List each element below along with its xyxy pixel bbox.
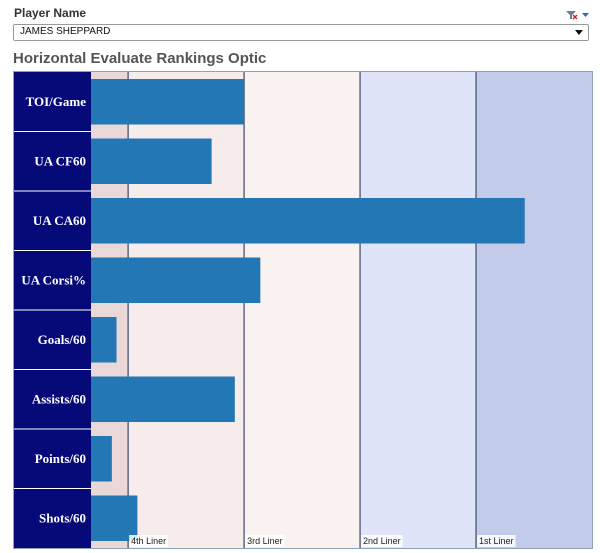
tier-label-bg	[129, 535, 169, 547]
chart-frame: TOI/Game UA CF60 UA CA60 UA Corsi% Goals/60 A…	[13, 71, 593, 549]
bar	[91, 257, 261, 303]
bar	[91, 436, 112, 482]
tier-label-bg	[477, 535, 516, 547]
filter-label: Player Name	[14, 6, 87, 20]
category-label: Goals/60	[38, 332, 86, 347]
chart-title: Horizontal Evaluate Rankings Optic	[13, 50, 267, 67]
tier-band	[476, 72, 592, 548]
category-label: UA Corsi%	[21, 272, 86, 287]
player-name-value: JAMES SHEPPARD	[20, 26, 111, 37]
category-label: Shots/60	[39, 510, 86, 525]
bar	[91, 495, 138, 541]
bar	[91, 79, 245, 125]
category-label: TOI/Game	[26, 94, 87, 109]
tier-label: 2nd Liner	[363, 536, 401, 546]
player-name-dropdown[interactable]: JAMES SHEPPARD	[13, 24, 589, 41]
bar	[91, 138, 212, 184]
tier-label: 4th Liner	[131, 536, 166, 546]
bar	[91, 317, 117, 363]
category-label: Assists/60	[32, 391, 86, 406]
chevron-down-icon[interactable]	[575, 30, 583, 35]
bar	[91, 198, 525, 244]
chart-svg: TOI/Game UA CF60 UA CA60 UA Corsi% Goals/60 A…	[14, 72, 592, 548]
tier-band	[244, 72, 361, 548]
tier-label: 1st Liner	[479, 536, 514, 546]
tier-band	[360, 72, 477, 548]
clear-filter-icon[interactable]	[566, 11, 578, 20]
tier-label-bg	[361, 535, 403, 547]
tier-label: 3rd Liner	[247, 536, 283, 546]
category-label: UA CA60	[33, 213, 86, 228]
filter-icons	[565, 8, 591, 20]
bar	[91, 376, 235, 422]
filter-menu-icon[interactable]	[582, 13, 589, 17]
category-label: Points/60	[35, 451, 86, 466]
category-label: UA CF60	[34, 153, 86, 168]
tier-label-bg	[245, 535, 285, 547]
